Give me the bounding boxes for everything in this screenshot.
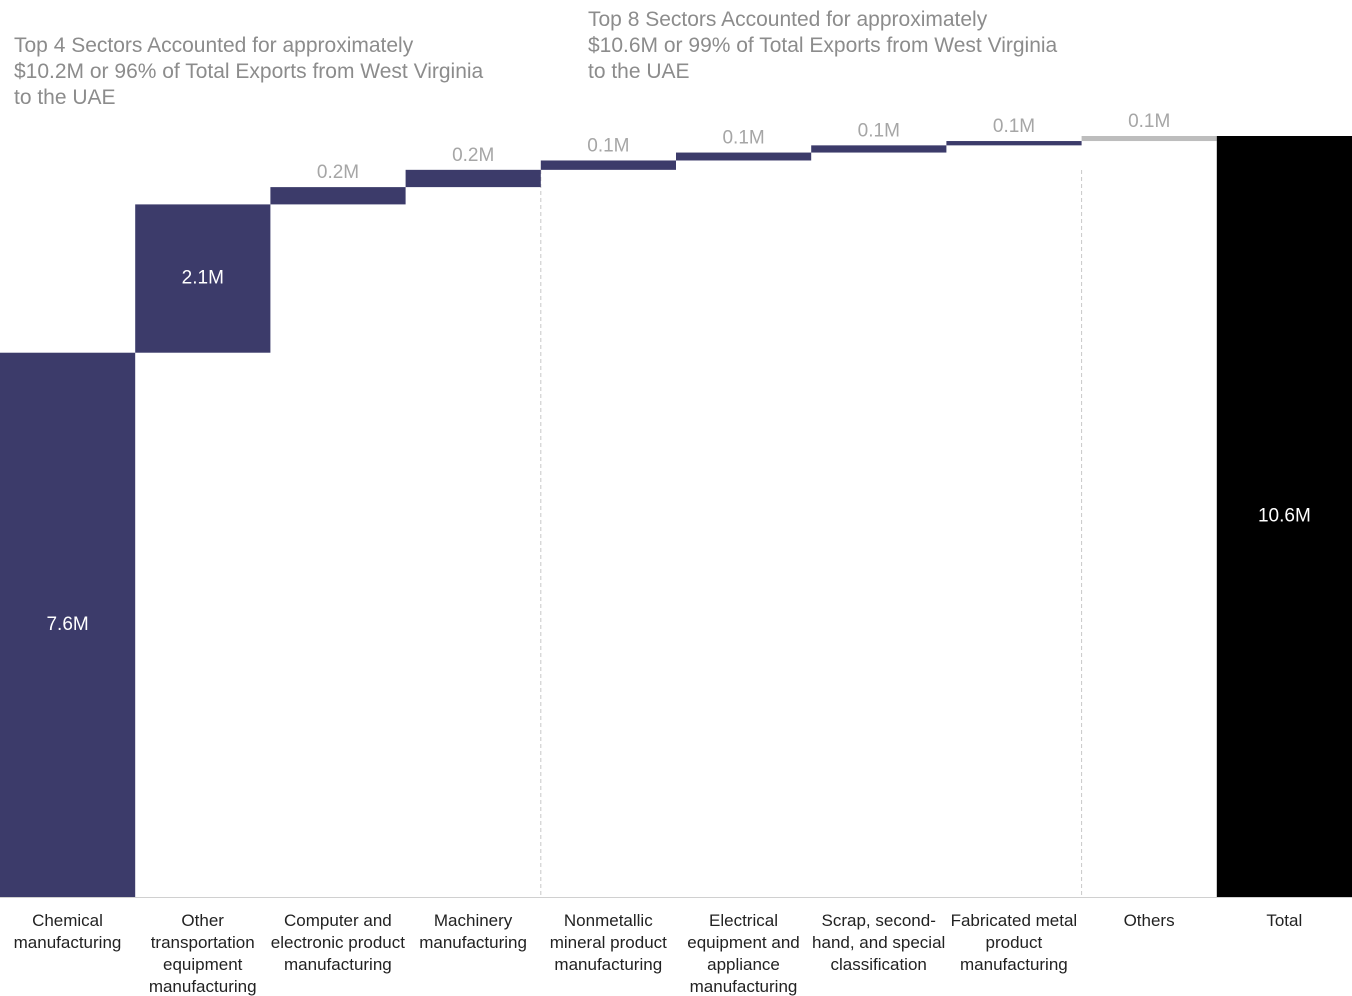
value-label: 0.2M	[317, 162, 359, 183]
value-label: 0.2M	[452, 145, 494, 166]
annotation: Top 4 Sectors Accounted for approximatel…	[14, 34, 484, 109]
bar	[540, 160, 676, 170]
value-label: 0.1M	[722, 128, 764, 149]
bar	[1216, 136, 1352, 897]
bar	[405, 169, 541, 188]
bar	[135, 204, 271, 353]
x-tick-label: Machinery manufacturing	[419, 911, 527, 952]
x-tick-label: Scrap, second-hand, and special classifi…	[812, 911, 946, 974]
x-tick-label: Others	[1123, 911, 1175, 930]
bar	[0, 352, 136, 897]
value-label: 7.6M	[46, 614, 88, 635]
x-tick-label: Fabricated metal product manufacturing	[950, 911, 1078, 974]
x-tick-label: Nonmetallic mineral product manufacturin…	[549, 911, 667, 974]
value-label: 10.6M	[1258, 506, 1311, 527]
bar	[946, 141, 1082, 146]
bar	[811, 145, 947, 153]
x-tick-label: Computer and electronic product manufact…	[270, 911, 405, 974]
x-tick-label: Electrical equipment and appliance manuf…	[687, 911, 800, 996]
x-tick-label: Total	[1266, 911, 1303, 930]
bar	[270, 187, 406, 205]
value-label: 0.1M	[993, 116, 1035, 137]
value-label: 0.1M	[587, 135, 629, 156]
value-label: 0.1M	[1128, 111, 1170, 132]
x-tick-label: Other transportation equipment manufactu…	[148, 911, 257, 996]
value-label: 2.1M	[182, 268, 224, 289]
x-tick-label: Chemical manufacturing	[13, 911, 122, 952]
bar	[1081, 136, 1217, 142]
value-label: 0.1M	[858, 120, 900, 141]
bar	[676, 152, 812, 161]
annotation: Top 8 Sectors Accounted for approximatel…	[588, 8, 1058, 83]
